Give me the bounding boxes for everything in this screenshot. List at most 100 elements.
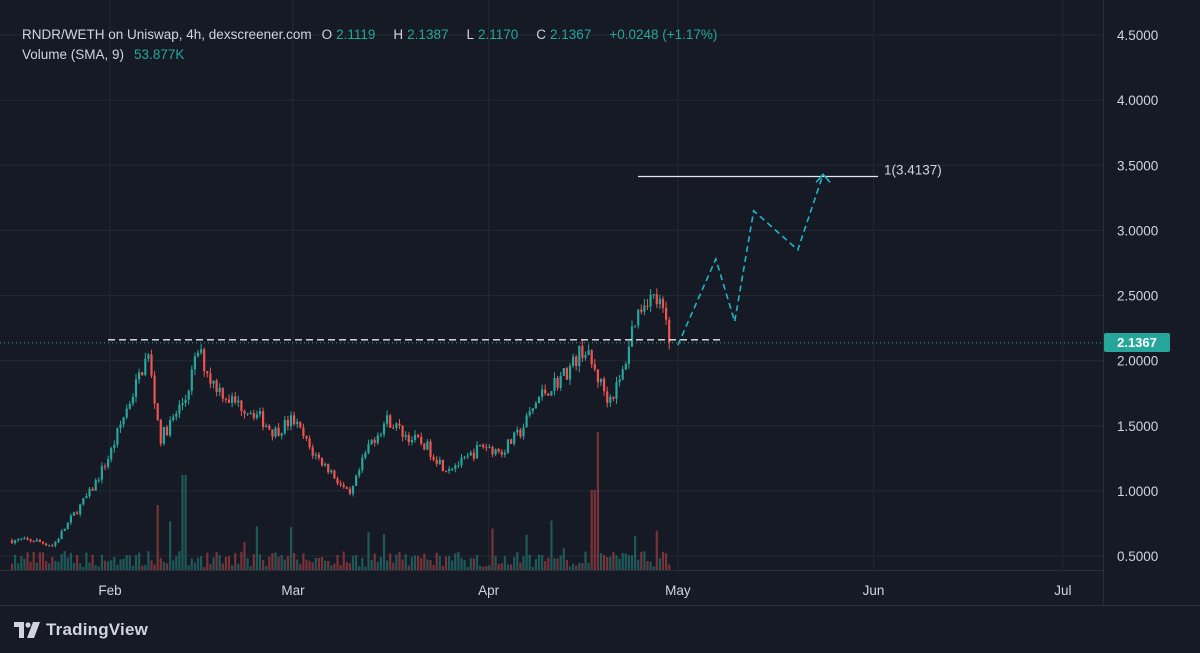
- candle-body: [274, 427, 277, 437]
- candle-body: [658, 298, 661, 305]
- volume-bar: [224, 556, 227, 570]
- volume-bar: [599, 553, 603, 570]
- candle-body: [525, 415, 528, 428]
- volume-bar: [268, 556, 271, 570]
- volume-bar: [630, 555, 634, 570]
- candle-body: [196, 352, 200, 357]
- volume-bar: [420, 558, 423, 570]
- candle-body: [262, 411, 265, 428]
- volume-bar: [562, 548, 565, 570]
- volume-bar: [14, 554, 17, 570]
- volume-bar: [386, 560, 389, 570]
- volume-bar: [227, 555, 231, 570]
- x-tick-label: Apr: [478, 583, 500, 598]
- volume-bar: [240, 551, 243, 570]
- volume-bar: [175, 556, 178, 570]
- tradingview-logo[interactable]: TradingView: [14, 620, 148, 640]
- candle-body: [550, 391, 553, 396]
- volume-bar: [606, 557, 609, 570]
- volume-bar: [370, 559, 373, 570]
- symbol-title[interactable]: RNDR/WETH on Uniswap, 4h, dexscreener.co…: [22, 27, 312, 42]
- candle-body: [634, 325, 637, 327]
- volume-bar: [181, 475, 184, 570]
- volume-value: 53.877K: [134, 47, 185, 62]
- volume-bar: [69, 552, 72, 570]
- candle-body: [482, 444, 485, 448]
- volume-bar: [497, 563, 500, 570]
- volume-bar: [469, 558, 472, 570]
- volume-bar: [85, 552, 88, 570]
- volume-bar: [91, 554, 94, 570]
- candle-body: [271, 429, 274, 437]
- candle-body: [382, 423, 386, 435]
- volume-bar: [519, 562, 522, 570]
- candle-body: [423, 443, 426, 450]
- candle-body: [599, 378, 603, 383]
- candle-body: [280, 433, 283, 436]
- candle-body: [668, 319, 671, 343]
- candle-body: [516, 429, 519, 433]
- candle-body: [234, 396, 237, 403]
- x-tick-label: Feb: [98, 583, 121, 598]
- candle-body: [568, 365, 572, 380]
- candle-body: [258, 411, 262, 415]
- candle-body: [528, 411, 531, 416]
- candle-body: [469, 452, 472, 456]
- candle-body: [460, 457, 463, 466]
- volume-bar: [249, 566, 252, 570]
- candle-body: [435, 459, 438, 464]
- candle-body: [379, 434, 382, 436]
- candle-body: [454, 465, 457, 469]
- volume-label[interactable]: Volume (SMA, 9): [22, 47, 125, 62]
- volume-bar: [45, 561, 48, 570]
- volume-bar: [389, 553, 392, 570]
- candle-body: [212, 380, 215, 384]
- candle-body: [624, 363, 627, 370]
- candle-body: [404, 435, 407, 437]
- candle-body: [572, 356, 575, 366]
- volume-bar: [302, 553, 305, 570]
- candle-body: [547, 393, 550, 396]
- volume-bar: [593, 490, 596, 570]
- volume-bar: [122, 558, 125, 570]
- volume-bar: [506, 564, 510, 570]
- volume-bar: [159, 558, 162, 570]
- volume-bar: [382, 534, 386, 570]
- tradingview-logo-icon: [14, 622, 40, 638]
- volume-bar: [200, 556, 203, 570]
- y-tick-label: 0.5000: [1117, 549, 1158, 564]
- volume-bar: [550, 520, 553, 570]
- candle-body: [296, 421, 299, 425]
- volume-bar: [358, 566, 361, 570]
- volume-bar: [138, 552, 141, 570]
- candle-body: [85, 496, 88, 499]
- volume-bar: [274, 552, 277, 570]
- close-label: C: [536, 27, 547, 42]
- volume-bar: [63, 551, 66, 570]
- volume-bar: [643, 551, 646, 570]
- candle-body: [627, 346, 630, 364]
- candle-body: [138, 372, 141, 380]
- candle-body: [169, 420, 172, 436]
- volume-bar: [649, 561, 652, 570]
- volume-bar: [627, 555, 630, 570]
- volume-bar: [172, 560, 175, 570]
- volume-bar: [475, 554, 479, 570]
- volume-bar: [314, 557, 317, 570]
- volume-bar: [612, 552, 615, 570]
- volume-bar: [280, 554, 283, 570]
- volume-bar: [283, 559, 286, 570]
- volume-bar: [258, 554, 262, 570]
- candle-body: [339, 483, 342, 485]
- candle-body: [345, 486, 348, 489]
- candle-body: [565, 368, 568, 380]
- x-tick-label: Jul: [1054, 583, 1071, 598]
- candle-body: [289, 415, 293, 427]
- tradingview-logo-text: TradingView: [46, 620, 149, 639]
- volume-bar: [581, 562, 584, 570]
- candle-body: [355, 475, 358, 486]
- volume-bar: [262, 560, 265, 570]
- volume-bar: [296, 559, 299, 570]
- volume-bar: [26, 552, 29, 570]
